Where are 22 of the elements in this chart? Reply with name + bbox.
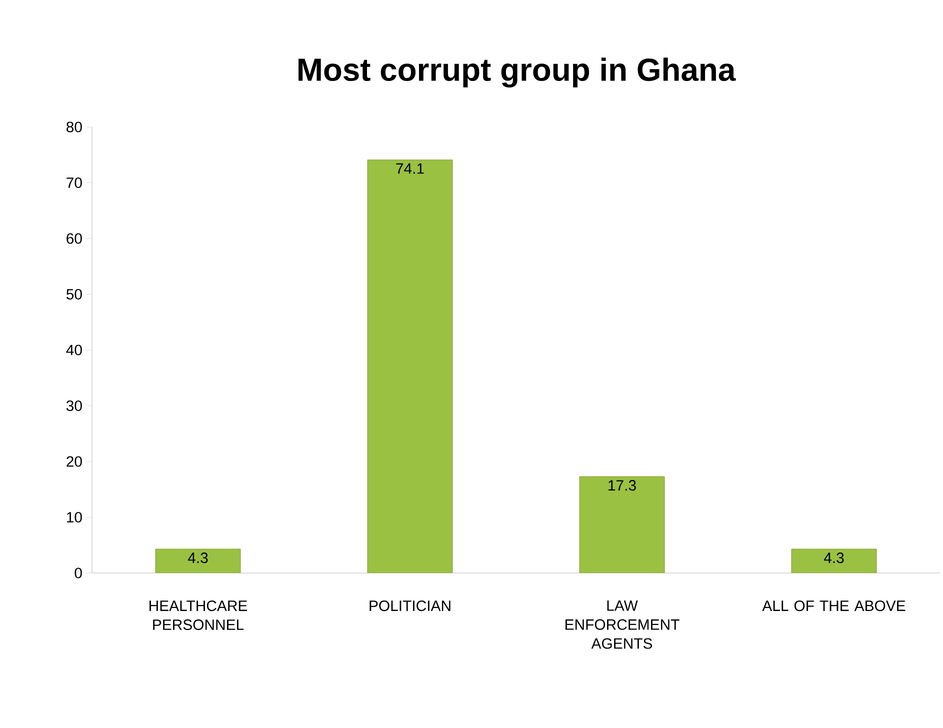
chart-title: Most corrupt group in Ghana	[298, 58, 736, 88]
data-label: 4.3	[824, 552, 844, 564]
x-tick-label: LAW ENFORCEMENT AGENTS	[566, 600, 680, 649]
data-label: 4.3	[188, 552, 208, 564]
y-tick-label: 70	[66, 177, 82, 188]
bar	[367, 160, 453, 573]
x-tick-label: HEALTHCARE PERSONNEL	[150, 600, 248, 630]
data-label: 17.3	[608, 480, 636, 491]
y-tick-label: 60	[66, 233, 82, 244]
bar	[155, 548, 241, 573]
y-tick-label: 40	[66, 344, 82, 356]
y-tick-label: 50	[66, 288, 82, 300]
y-tick-label: 20	[66, 456, 82, 467]
data-label: 74.1	[396, 163, 424, 174]
y-tick-label: 30	[66, 400, 82, 412]
bar	[579, 476, 665, 573]
y-tick-label: 80	[66, 122, 82, 132]
x-tick-label: POLITICIAN	[370, 600, 450, 612]
bar	[791, 548, 877, 573]
y-tick-label: 10	[67, 512, 82, 523]
y-tick-label: 0	[74, 568, 82, 578]
x-tick-label: ALL OF THE ABOVE	[762, 600, 906, 612]
